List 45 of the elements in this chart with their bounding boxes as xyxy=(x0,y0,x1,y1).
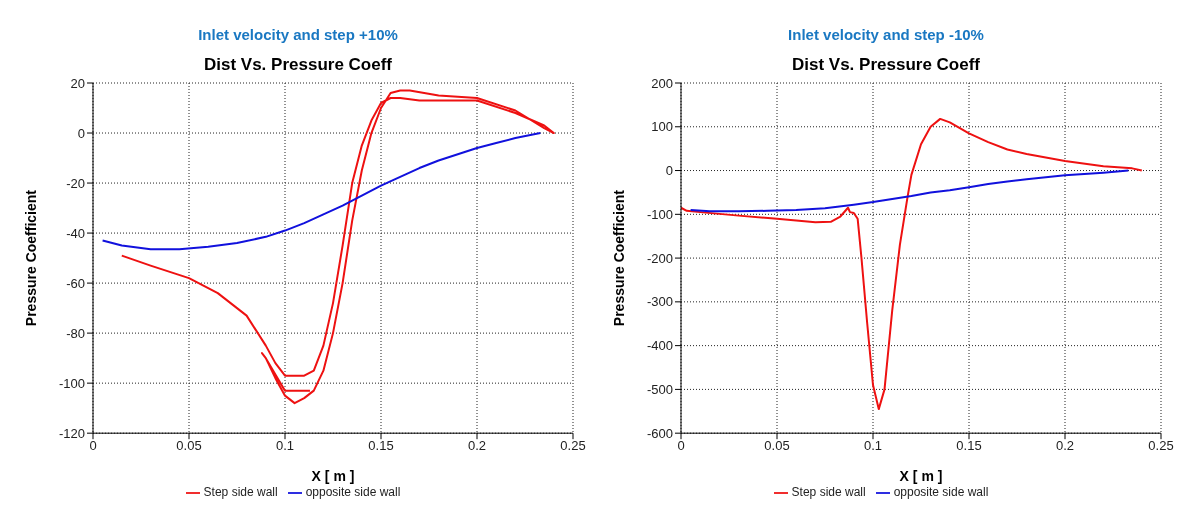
y-tick-label: -300 xyxy=(646,294,673,310)
y-tick-label: -200 xyxy=(646,250,673,266)
x-tick-label: 0 xyxy=(89,438,97,454)
x-axis-title: X [ m ] xyxy=(899,468,943,485)
legend-label: opposite side wall xyxy=(893,485,989,500)
y-tick-label: -120 xyxy=(58,425,85,441)
line-series xyxy=(681,117,1143,411)
y-tick-label: 100 xyxy=(651,119,673,135)
line-series xyxy=(101,132,542,251)
x-tick-label: 0.15 xyxy=(956,438,982,454)
x-tick-label: 0.1 xyxy=(863,438,883,454)
x-tick-label: 0.15 xyxy=(368,438,394,454)
y-tick-label: 0 xyxy=(77,125,85,141)
y-tick-label: -500 xyxy=(646,382,673,398)
y-tick-label: -80 xyxy=(66,325,85,341)
y-axis-title: Pressure Coefficient xyxy=(610,189,627,327)
y-tick-label: 200 xyxy=(651,75,673,91)
line-series xyxy=(120,89,555,405)
y-tick-label: 20 xyxy=(70,75,85,91)
y-tick-label: -20 xyxy=(66,175,85,191)
x-tick-label: 0.25 xyxy=(1148,438,1174,454)
chart-title: Inlet velocity and step -10% xyxy=(787,26,985,43)
chart-subtitle: Dist Vs. Pressure Coeff xyxy=(203,55,393,75)
y-tick-label: -40 xyxy=(66,225,85,241)
x-tick-label: 0.2 xyxy=(467,438,487,454)
legend-label: opposite side wall xyxy=(305,485,401,500)
x-tick-label: 0.2 xyxy=(1055,438,1075,454)
y-tick-label: -100 xyxy=(58,375,85,391)
chart-title: Inlet velocity and step +10% xyxy=(197,26,399,43)
legend-label: Step side wall xyxy=(203,485,278,500)
y-tick-label: -60 xyxy=(66,275,85,291)
legend-label: Step side wall xyxy=(791,485,866,500)
x-tick-label: 0.05 xyxy=(764,438,790,454)
x-axis-title: X [ m ] xyxy=(311,468,355,485)
x-tick-label: 0.25 xyxy=(560,438,586,454)
y-tick-label: 0 xyxy=(665,163,673,179)
y-axis-title: Pressure Coefficient xyxy=(22,189,39,327)
line-series xyxy=(689,169,1130,213)
chart-subtitle: Dist Vs. Pressure Coeff xyxy=(791,55,981,75)
y-tick-label: -400 xyxy=(646,338,673,354)
x-tick-label: 0.1 xyxy=(275,438,295,454)
y-tick-label: -100 xyxy=(646,206,673,222)
x-tick-label: 0 xyxy=(677,438,685,454)
x-tick-label: 0.05 xyxy=(176,438,202,454)
y-tick-label: -600 xyxy=(646,425,673,441)
